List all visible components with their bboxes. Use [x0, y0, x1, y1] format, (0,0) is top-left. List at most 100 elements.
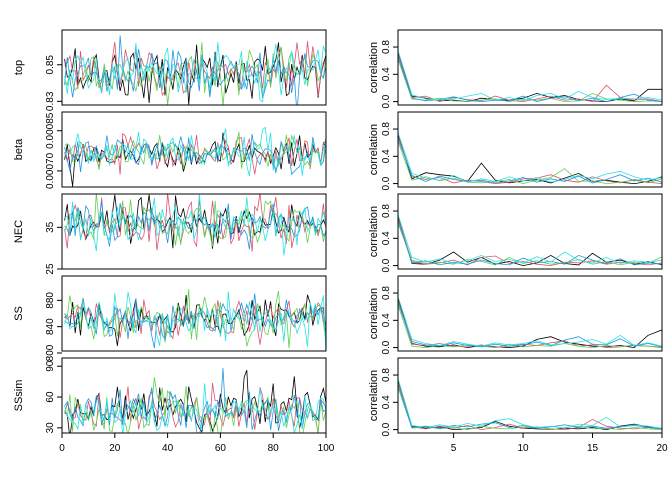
y-tick-label: 0.0 [381, 94, 392, 108]
series-line-5 [64, 291, 326, 351]
series-line-1 [64, 370, 326, 433]
y-axis-title: beta [13, 138, 25, 160]
y-tick-label: 0.00085 [45, 112, 56, 149]
y-tick-label: 30 [45, 422, 56, 434]
x-tick-label: 20 [109, 443, 121, 454]
acf-line-3 [398, 141, 662, 185]
x-tick-label: 20 [656, 443, 668, 454]
trace-panel-nec: 25 35 NEC [13, 193, 327, 275]
acf-line-4 [398, 220, 662, 266]
acf-line-2 [398, 217, 662, 267]
acf-line-2 [398, 53, 662, 103]
series-group [398, 50, 662, 103]
y-tick-label: 0.8 [381, 204, 392, 218]
plot-frame [397, 357, 663, 434]
y-tick-label: 0.0 [381, 258, 392, 272]
x-tick-label: 80 [268, 443, 280, 454]
y-axis-title: SS [13, 306, 25, 321]
acf-line-3 [398, 305, 662, 349]
plot-frame [61, 193, 327, 270]
y-tick-label: 0.8 [381, 40, 392, 54]
series-group [64, 126, 326, 187]
x-tick-label: 10 [517, 443, 529, 454]
y-tick-label: 800 [45, 344, 56, 361]
plot-frame [397, 193, 663, 270]
series-group [64, 194, 326, 256]
acf-line-3 [398, 223, 662, 266]
acf-line-1 [398, 380, 662, 431]
series-line-5 [64, 42, 326, 103]
x-tick-label: 15 [587, 443, 599, 454]
y-axis-title: correlation [368, 124, 380, 175]
y-tick-label: 0.4 [381, 231, 392, 245]
acf-line-5 [398, 214, 662, 264]
trace-panel-sssim: 30 60 90 SSsim 0 20 40 60 80 100 [13, 357, 335, 454]
series-line-4 [64, 133, 326, 176]
y-tick-label: 0.00070 [45, 152, 56, 189]
x-tick-label: 40 [162, 443, 174, 454]
acf-line-1 [398, 52, 662, 103]
y-tick-label: 0.0 [381, 422, 392, 436]
y-tick-label: 0.8 [381, 122, 392, 136]
series-line-1 [64, 132, 326, 187]
plot-frame [397, 29, 663, 106]
series-line-5 [64, 126, 326, 177]
x-tick-label: 100 [318, 443, 335, 454]
y-tick-label: 0.0 [381, 176, 392, 190]
x-tick-label: 5 [451, 443, 457, 454]
acf-line-1 [398, 216, 662, 267]
y-axis-title: SSsim [13, 380, 25, 412]
series-group [398, 132, 662, 185]
plot-frame [61, 29, 327, 106]
y-tick-label: 880 [45, 292, 56, 309]
plot-frame [61, 111, 327, 188]
plot-frame [61, 275, 327, 352]
acf-line-5 [398, 132, 662, 183]
y-tick-label: 0.4 [381, 395, 392, 409]
acf-line-5 [398, 296, 662, 347]
series-line-3 [64, 194, 326, 247]
acf-line-1 [398, 298, 662, 349]
plot-frame [397, 275, 663, 352]
trace-panel-top: 0.83 0.85 top [13, 29, 327, 111]
trace-panel-beta: 0.00070 0.00085 beta [13, 111, 327, 189]
series-line-3 [64, 42, 326, 105]
y-tick-label: 0.85 [45, 55, 56, 75]
y-tick-label: 0.4 [381, 67, 392, 81]
acf-line-4 [398, 138, 662, 184]
series-group [398, 378, 662, 431]
acf-line-3 [398, 59, 662, 103]
acf-line-2 [398, 299, 662, 349]
y-tick-label: 0.4 [381, 313, 392, 327]
acf-line-5 [398, 50, 662, 102]
series-line-2 [64, 132, 326, 175]
x-tick-label: 0 [59, 443, 65, 454]
series-line-4 [64, 293, 326, 349]
y-tick-label: 0.8 [381, 286, 392, 300]
acf-line-4 [398, 56, 662, 103]
acf-line-1 [398, 134, 662, 185]
series-line-4 [64, 201, 326, 250]
series-line-4 [64, 368, 326, 433]
y-tick-label: 0.8 [381, 368, 392, 382]
y-axis-title: correlation [368, 42, 380, 93]
y-axis-title: top [13, 60, 25, 75]
series-group [64, 35, 326, 105]
plot-frame [61, 357, 327, 434]
y-tick-label: 0.83 [45, 91, 56, 111]
y-tick-label: 60 [45, 391, 56, 403]
acf-line-2 [398, 135, 662, 185]
series-group [64, 289, 326, 351]
plot-frame [397, 111, 663, 188]
y-tick-label: 840 [45, 318, 56, 335]
series-group [398, 214, 662, 267]
x-tick-label: 60 [215, 443, 227, 454]
y-axis-title: correlation [368, 370, 380, 421]
acf-line-4 [398, 302, 662, 348]
